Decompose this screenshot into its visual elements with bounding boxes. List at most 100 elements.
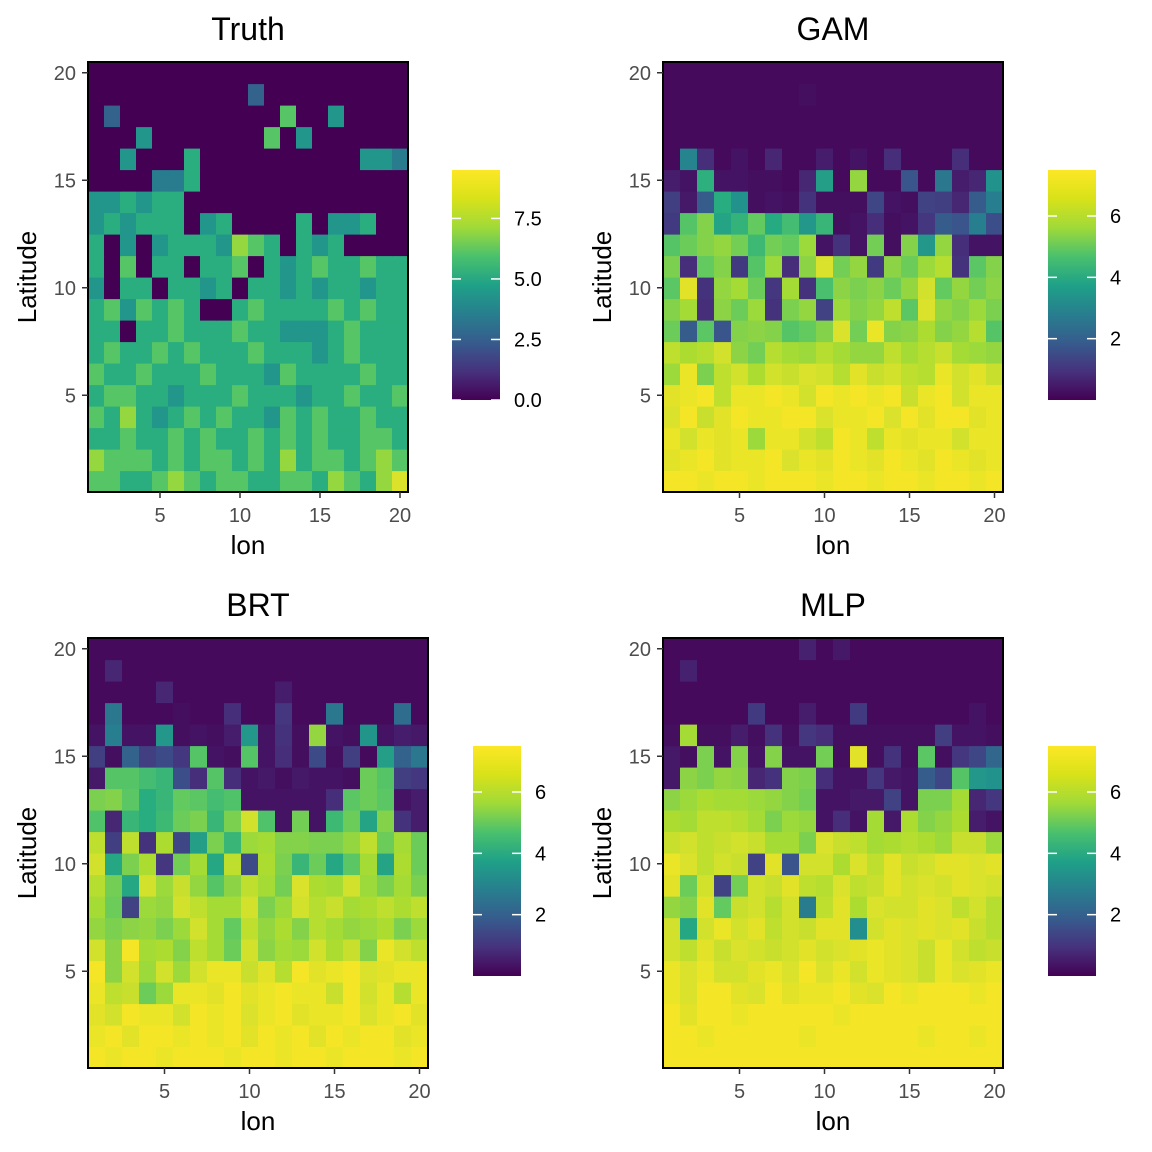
heatmap-cell xyxy=(952,810,970,833)
heatmap-cell xyxy=(360,255,377,278)
heatmap-cell xyxy=(799,341,817,364)
heatmap-cell xyxy=(344,341,361,364)
heatmap-cell xyxy=(280,341,297,364)
heatmap-cell xyxy=(360,982,378,1005)
heatmap-cell xyxy=(360,788,378,811)
heatmap-cell xyxy=(799,939,817,962)
heatmap-cell xyxy=(782,831,800,854)
heatmap-cell xyxy=(697,363,715,386)
heatmap-cell xyxy=(867,470,885,493)
heatmap-cell xyxy=(122,939,140,962)
heatmap-cell xyxy=(343,638,361,661)
heatmap-cell xyxy=(935,788,953,811)
heatmap-cell xyxy=(969,126,987,149)
heatmap-cell xyxy=(918,363,936,386)
heatmap-cell xyxy=(697,341,715,364)
heatmap-cell xyxy=(935,277,953,300)
heatmap-cell xyxy=(731,874,749,897)
heatmap-cell xyxy=(714,810,732,833)
heatmap-cell xyxy=(816,659,834,682)
heatmap-cell xyxy=(152,363,169,386)
heatmap-cell xyxy=(799,449,817,472)
heatmap-cell xyxy=(104,363,121,386)
heatmap-cell xyxy=(935,724,953,747)
heatmap-cell xyxy=(799,724,817,747)
heatmap-cell xyxy=(748,767,766,790)
heatmap-cell xyxy=(152,234,169,257)
heatmap-cell xyxy=(173,767,191,790)
heatmap-cell xyxy=(765,427,783,450)
heatmap-cell xyxy=(312,62,329,85)
heatmap-cell xyxy=(782,960,800,983)
heatmap-cell xyxy=(680,126,698,149)
heatmap-cell xyxy=(104,169,121,192)
heatmap-cell xyxy=(344,234,361,257)
heatmap-cell xyxy=(782,105,800,128)
heatmap-cell xyxy=(392,191,409,214)
heatmap-cell xyxy=(376,406,393,429)
heatmap-cell xyxy=(104,83,121,106)
heatmap-cell xyxy=(343,702,361,725)
heatmap-cell xyxy=(190,853,208,876)
heatmap-cell xyxy=(731,702,749,725)
heatmap-cell xyxy=(680,638,698,661)
heatmap-cell xyxy=(782,470,800,493)
heatmap-cell xyxy=(935,427,953,450)
heatmap-cell xyxy=(264,126,281,149)
heatmap-cell xyxy=(765,83,783,106)
heatmap-cell xyxy=(156,960,174,983)
heatmap-cell xyxy=(952,212,970,235)
heatmap-cell xyxy=(122,810,140,833)
heatmap-cell xyxy=(200,148,217,171)
heatmap-cell xyxy=(935,917,953,940)
heatmap-cell xyxy=(731,1025,749,1048)
heatmap-cell xyxy=(714,384,732,407)
heatmap-cell xyxy=(173,831,191,854)
heatmap-cell xyxy=(139,1003,157,1026)
y-tick-label: 20 xyxy=(629,639,651,661)
heatmap-cell xyxy=(850,169,868,192)
heatmap-cell xyxy=(901,960,919,983)
heatmap-cell xyxy=(935,853,953,876)
heatmap-cell xyxy=(918,724,936,747)
heatmap-cell xyxy=(697,105,715,128)
heatmap-cell xyxy=(697,1046,715,1069)
heatmap-cell xyxy=(394,1046,412,1069)
heatmap-cell xyxy=(680,83,698,106)
heatmap-cell xyxy=(343,874,361,897)
heatmap-cell xyxy=(935,1003,953,1026)
heatmap-cell xyxy=(139,1025,157,1048)
heatmap-cell xyxy=(969,724,987,747)
heatmap-cell xyxy=(105,681,123,704)
heatmap-cell xyxy=(392,406,409,429)
heatmap-cell xyxy=(232,470,249,493)
heatmap-cell xyxy=(663,896,681,919)
heatmap-cell xyxy=(799,298,817,321)
heatmap-cell xyxy=(833,363,851,386)
heatmap-cell xyxy=(264,427,281,450)
heatmap-cell xyxy=(173,1003,191,1026)
heatmap-cell xyxy=(833,427,851,450)
heatmap-cell xyxy=(867,449,885,472)
heatmap-cell xyxy=(120,83,137,106)
heatmap-cell xyxy=(88,853,106,876)
heatmap-cell xyxy=(232,148,249,171)
heatmap-cell xyxy=(799,126,817,149)
heatmap-cell xyxy=(156,767,174,790)
heatmap-cell xyxy=(850,788,868,811)
heatmap-cell xyxy=(88,681,106,704)
heatmap-cell xyxy=(663,384,681,407)
heatmap-cell xyxy=(296,105,313,128)
heatmap-cell xyxy=(867,917,885,940)
heatmap-cell xyxy=(816,234,834,257)
heatmap-cell xyxy=(884,169,902,192)
heatmap-cell xyxy=(884,745,902,768)
heatmap-cell xyxy=(392,212,409,235)
heatmap-cell xyxy=(173,659,191,682)
heatmap-cell xyxy=(833,191,851,214)
heatmap-cell xyxy=(850,62,868,85)
heatmap-cell xyxy=(884,638,902,661)
heatmap-cell xyxy=(232,234,249,257)
heatmap-cell xyxy=(264,212,281,235)
heatmap-cell xyxy=(264,234,281,257)
